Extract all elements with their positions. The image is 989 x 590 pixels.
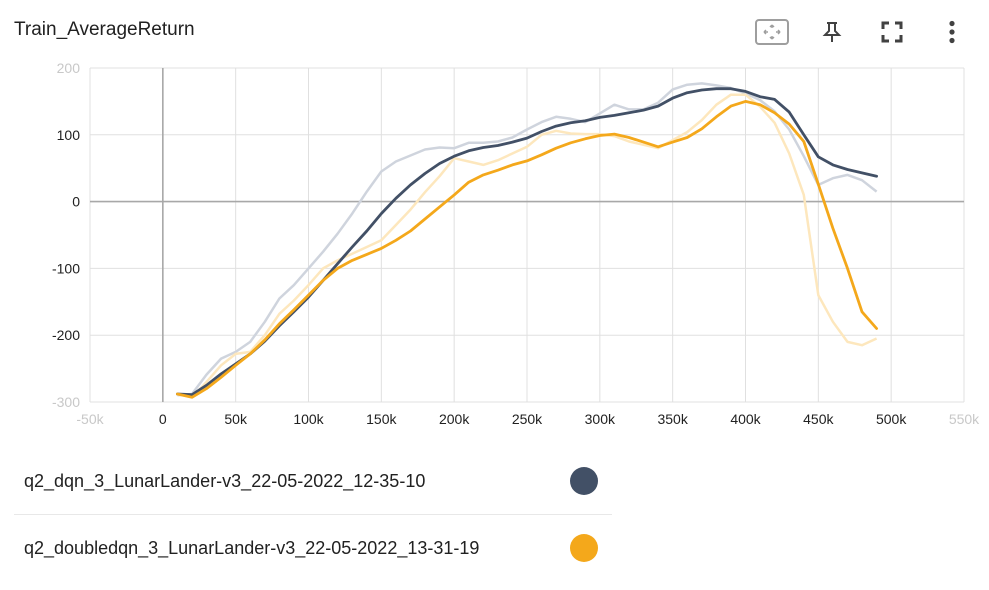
legend-label: q2_dqn_3_LunarLander-v3_22-05-2022_12-35… — [24, 470, 426, 491]
chart-toolbar — [729, 16, 969, 48]
fit-domain-icon — [755, 19, 789, 45]
x-tick-label: 550k — [949, 411, 980, 427]
more-options-button[interactable] — [935, 16, 969, 48]
chart-axes — [90, 68, 964, 402]
more-vert-icon — [949, 20, 955, 44]
x-tick-label: 200k — [439, 411, 470, 427]
fullscreen-icon — [881, 21, 903, 43]
x-tick-label: 300k — [585, 411, 616, 427]
y-axis-ticks: 200 100 0 -100 -200 -300 — [52, 62, 80, 410]
x-tick-label: 100k — [293, 411, 324, 427]
legend-color-swatch — [570, 534, 598, 562]
pin-icon — [822, 22, 842, 42]
card-header: Train_AverageReturn — [0, 0, 989, 62]
y-tick-label: 0 — [72, 194, 80, 210]
legend-item-dqn[interactable]: q2_dqn_3_LunarLander-v3_22-05-2022_12-35… — [14, 448, 612, 515]
series-smoothed-line-1[interactable] — [175, 100, 878, 399]
legend-color-swatch — [570, 467, 598, 495]
x-tick-label: 150k — [366, 411, 397, 427]
series-raw-line-0 — [177, 82, 878, 397]
pin-button[interactable] — [815, 16, 849, 48]
legend-item-doubledqn[interactable]: q2_doubledqn_3_LunarLander-v3_22-05-2022… — [14, 515, 612, 581]
series-raw-line-1 — [177, 93, 878, 399]
legend: q2_dqn_3_LunarLander-v3_22-05-2022_12-35… — [14, 448, 612, 581]
y-tick-label: 200 — [57, 62, 81, 76]
y-tick-label: -300 — [52, 394, 80, 410]
x-tick-label: 50k — [224, 411, 248, 427]
chart-series — [175, 82, 878, 399]
x-tick-label: 400k — [730, 411, 761, 427]
x-tick-label: 450k — [803, 411, 834, 427]
y-tick-label: 100 — [57, 127, 81, 143]
y-tick-label: -100 — [52, 260, 80, 276]
chart-grid — [89, 67, 965, 403]
y-tick-label: -200 — [52, 327, 80, 343]
fit-domain-button[interactable] — [755, 16, 789, 48]
x-tick-label: 0 — [159, 411, 167, 427]
chart-title: Train_AverageReturn — [14, 19, 195, 40]
x-tick-label: 250k — [512, 411, 543, 427]
fullscreen-button[interactable] — [875, 16, 909, 48]
x-tick-label: 350k — [657, 411, 688, 427]
line-chart[interactable]: -50k 0 50k 100k 150k 200k 250k 300k 350k 400k 450k… — [0, 62, 989, 434]
x-tick-label: 500k — [876, 411, 907, 427]
legend-label: q2_doubledqn_3_LunarLander-v3_22-05-2022… — [24, 537, 480, 558]
x-axis-ticks: -50k 0 50k 100k 150k 200k 250k 300k 350k 400k 450k… — [76, 411, 980, 427]
series-smoothed-line-0[interactable] — [175, 87, 878, 397]
x-tick-label: -50k — [76, 411, 104, 427]
